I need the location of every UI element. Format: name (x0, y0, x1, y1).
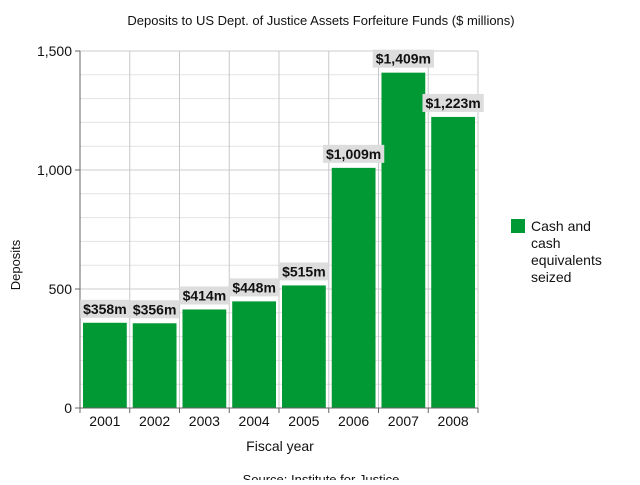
data-label-2008: $1,223m (422, 93, 484, 112)
data-label-background (179, 286, 230, 305)
data-label-text: $1,009m (326, 146, 381, 162)
x-tick-label: 2008 (438, 413, 469, 429)
legend-label: Cash and cash equivalents seized (531, 218, 602, 285)
data-label-2004: $448m (229, 278, 279, 297)
legend-label-line: seized (531, 269, 571, 285)
y-axis-label: Deposits (8, 239, 23, 290)
bar-2006 (331, 167, 376, 408)
data-label-2006: $1,009m (322, 144, 385, 163)
data-label-background (322, 144, 385, 163)
bars (82, 72, 476, 409)
y-tick-label: 500 (49, 281, 73, 297)
data-label-2001: $358m (80, 299, 130, 318)
chart-title: Deposits to US Dept. of Justice Assets F… (127, 13, 514, 28)
data-label-2002: $356m (129, 300, 180, 319)
y-tick-label: 0 (64, 400, 72, 416)
bar-2002 (132, 323, 177, 408)
data-label-2005: $515m (279, 262, 329, 281)
data-label-background (129, 300, 180, 319)
legend-label-line: cash (531, 235, 561, 251)
x-tick-label: 2006 (338, 413, 369, 429)
data-label-2003: $414m (179, 286, 230, 305)
data-label-text: $414m (183, 287, 227, 303)
data-label-text: $515m (282, 263, 326, 279)
data-label-text: $1,223m (425, 95, 480, 111)
data-label-background (422, 93, 484, 112)
bar-2003 (182, 309, 227, 408)
x-tick-label: 2004 (239, 413, 270, 429)
source-note: Source: Institute for Justice (243, 472, 400, 480)
x-axis-label: Fiscal year (246, 438, 314, 454)
bar-2004 (232, 301, 277, 408)
x-tick-label: 2001 (89, 413, 120, 429)
legend-label-line: equivalents (531, 252, 602, 268)
bar-2008 (431, 116, 476, 409)
data-labels: $358m $356m $414m $448m $515m $1,009m $1,409m $… (80, 49, 484, 319)
data-label-background (229, 278, 279, 297)
legend-swatch (511, 219, 525, 233)
data-label-text: $1,409m (376, 51, 431, 67)
x-tick-label: 2005 (288, 413, 319, 429)
bar-2005 (281, 285, 326, 408)
axes: 0 500 1,000 1,500 2001 2002 2003 2004 2005 2006 20… (37, 43, 479, 429)
x-tick-label: 2003 (189, 413, 220, 429)
legend-label-line: Cash and (531, 218, 591, 234)
bar-2001 (82, 322, 127, 408)
x-tick-label: 2002 (139, 413, 170, 429)
bar-2007 (381, 72, 426, 409)
data-label-text: $448m (232, 279, 276, 295)
data-label-background (80, 299, 130, 318)
data-label-2007: $1,409m (372, 49, 435, 68)
legend: Cash and cash equivalents seized (511, 218, 602, 285)
data-label-text: $356m (133, 301, 177, 317)
data-label-text: $358m (83, 301, 127, 317)
data-label-background (372, 49, 435, 68)
y-tick-label: 1,500 (37, 43, 72, 59)
x-tick-label: 2007 (388, 413, 419, 429)
y-tick-label: 1,000 (37, 162, 72, 178)
data-label-background (279, 262, 329, 281)
